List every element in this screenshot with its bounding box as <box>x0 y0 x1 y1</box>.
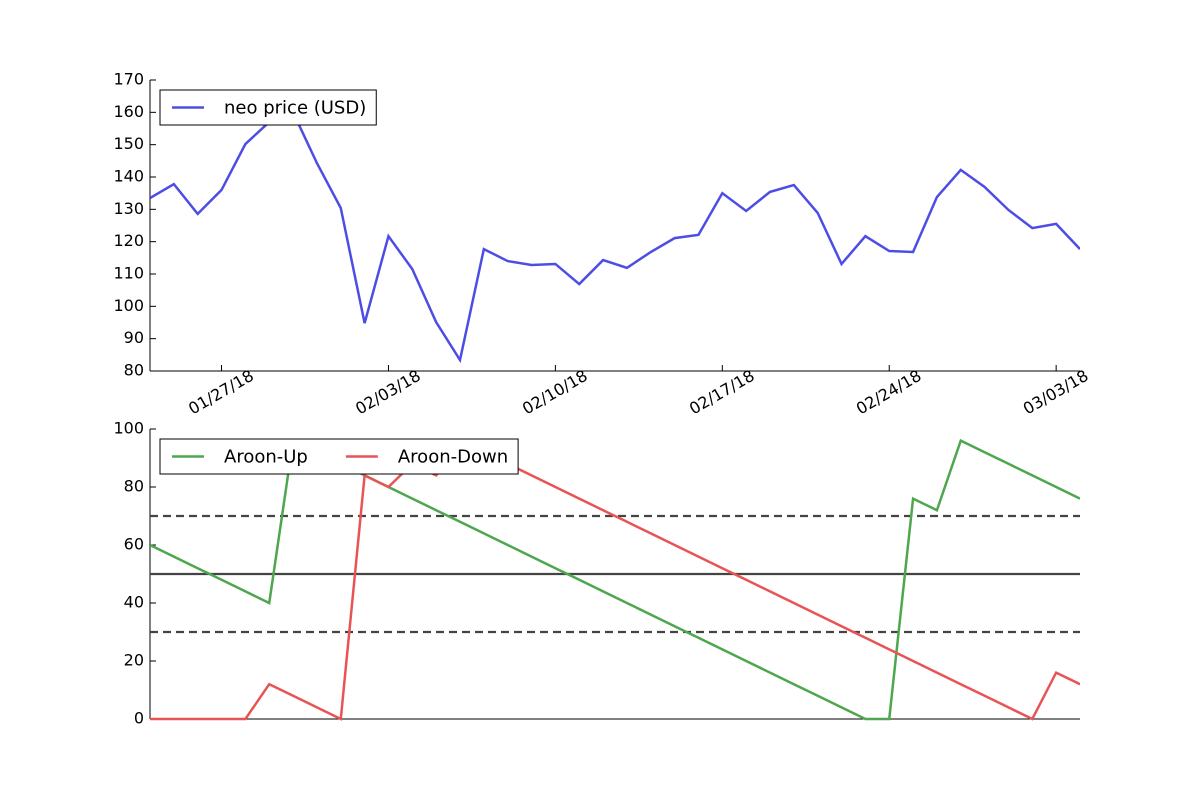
y-tick-label: 170 <box>113 70 144 89</box>
x-tick-label: 02/24/18 <box>853 366 925 418</box>
legend-label: Aroon-Down <box>398 447 508 468</box>
x-tick-label: 03/03/18 <box>1020 366 1092 418</box>
y-tick-label: 0 <box>134 709 144 728</box>
x-tick-label: 02/17/18 <box>686 366 758 418</box>
x-tick-label: 02/03/18 <box>352 366 424 418</box>
legend-label: neo price (USD) <box>224 98 366 119</box>
data-line <box>150 110 1080 364</box>
data-line <box>150 438 1080 721</box>
y-tick-label: 130 <box>113 199 144 218</box>
y-tick-label: 140 <box>113 167 144 186</box>
x-tick-label: 02/10/18 <box>519 366 591 418</box>
y-tick-label: 20 <box>124 651 144 670</box>
y-tick-label: 60 <box>124 535 144 554</box>
legend: Aroon-Up Aroon-Down <box>159 438 519 475</box>
legend-box <box>159 89 377 126</box>
y-tick-label: 120 <box>113 231 144 250</box>
y-tick-label: 100 <box>113 419 144 438</box>
legend-label: Aroon-Up <box>224 447 308 468</box>
legend-box <box>159 438 519 475</box>
y-tick-label: 110 <box>113 264 144 283</box>
y-tick-label: 90 <box>124 328 144 347</box>
data-line <box>150 439 1080 721</box>
legend: neo price (USD) <box>159 89 377 126</box>
y-tick-label: 150 <box>113 134 144 153</box>
y-tick-label: 40 <box>124 593 144 612</box>
y-tick-label: 80 <box>124 361 144 380</box>
y-tick-label: 160 <box>113 102 144 121</box>
y-tick-label: 100 <box>113 296 144 315</box>
x-tick-label: 01/27/18 <box>185 366 257 418</box>
y-tick-label: 80 <box>124 477 144 496</box>
